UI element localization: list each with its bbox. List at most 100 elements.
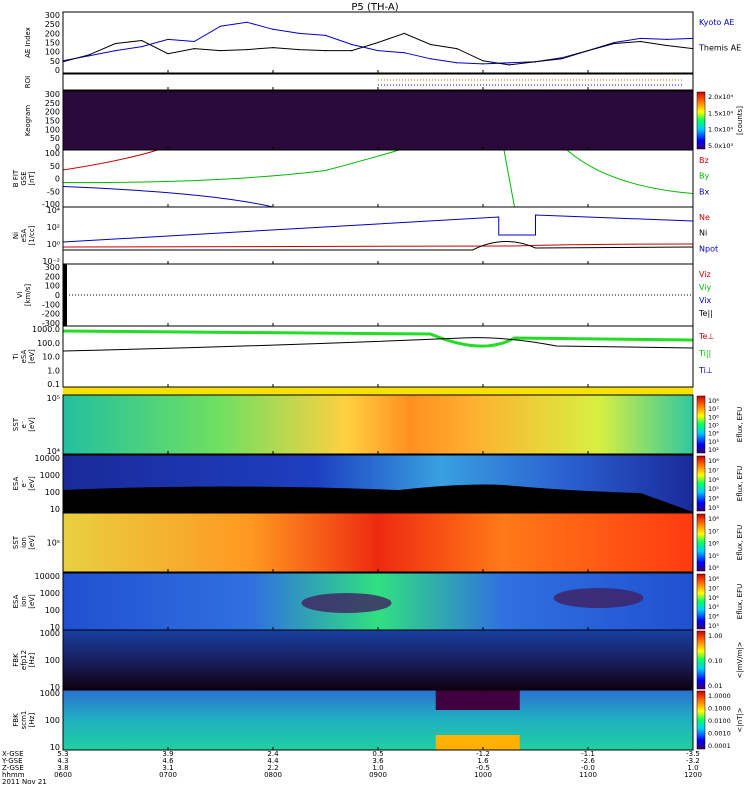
- panel-sst_e-cbtick: 10⁸: [708, 397, 719, 405]
- panel-velocity-ylabel: Vi: [16, 292, 24, 299]
- ae-point: [403, 52, 405, 54]
- xaxis-tick-value: 3.8: [57, 764, 68, 772]
- ae-point: [456, 48, 458, 50]
- ae-point: [403, 32, 405, 34]
- ae-point: [141, 39, 143, 42]
- panel-fbk_b-image: [63, 690, 693, 750]
- panel-density-ytick: 10²: [47, 223, 60, 232]
- panel-keogram-colorbar: [696, 91, 706, 150]
- panel-sst_e-cbtick: 10³: [708, 438, 719, 446]
- panel-fbk_e-image: [63, 630, 693, 690]
- panel-keogram-ytick: 250: [45, 99, 60, 108]
- panel-sst_e-colorbar: [696, 395, 706, 454]
- ae-point: [639, 40, 642, 43]
- panel-fbk_b-ytick: 10: [50, 743, 60, 752]
- fbk-b-dark: [435, 690, 520, 710]
- panel-fbk_e-cbtick: 0.01: [708, 682, 722, 690]
- panel-esa_i-cbtick: 10³: [708, 622, 719, 630]
- panel-velocity-ytick: 100: [45, 282, 60, 291]
- panel-temp-ytick: 0.1: [47, 380, 60, 389]
- panel-esa_i-ytick: 10: [50, 623, 60, 632]
- panel-bfield-legend: By: [699, 172, 709, 181]
- panel-esa_i-cbtick: 10⁶: [708, 594, 719, 602]
- ae-point: [456, 62, 458, 64]
- panel-ae-ytick: 50: [50, 57, 60, 66]
- ae-point: [272, 46, 274, 49]
- esa-i-blob-2: [553, 588, 644, 608]
- xaxis-tick-value: 5.3: [57, 750, 68, 758]
- ae-point: [167, 38, 169, 41]
- panel-esa_i-ytick: 1000: [40, 589, 60, 598]
- panel-fbk_e-cbtick: 0.10: [708, 657, 722, 665]
- ae-point: [246, 21, 248, 23]
- xaxis-tick-value: 1000: [474, 771, 492, 779]
- ae-point: [324, 50, 327, 52]
- ae-point: [561, 58, 563, 60]
- panel-velocity-legend: Viy: [699, 283, 712, 292]
- bx-trace: [62, 186, 274, 208]
- ae-point: [114, 50, 117, 52]
- te-trace: [62, 337, 694, 352]
- panel-fbk_b-cbtick: 0.1000: [708, 705, 731, 713]
- panel-density-ylabel: eSA: [20, 228, 28, 242]
- panel-density-frame: [62, 206, 694, 265]
- xaxis-tick-value: 4.3: [57, 757, 68, 765]
- panel-density-ytick: 10⁻²: [42, 257, 60, 266]
- panel-fbk_e-ytick: 100: [45, 656, 60, 665]
- panel-esa_e-cblabel: Eflux, EFU: [736, 466, 744, 501]
- panel-density-legend: Ni: [699, 229, 707, 238]
- panel-sst_i-image: [63, 513, 693, 572]
- panel-sst_e-cbtick: 10⁷: [708, 405, 719, 413]
- ti-trace: [62, 329, 694, 348]
- panel-temp-ytick: 1.0: [47, 366, 60, 375]
- ae-point: [298, 49, 300, 51]
- xaxis-tick-value: 3.1: [162, 764, 173, 772]
- panel-esa_i-ylabel: [eV]: [28, 594, 36, 609]
- npot-trace: [63, 240, 694, 251]
- xaxis-tick-value: 1.6: [477, 757, 489, 765]
- ae-point: [429, 58, 432, 60]
- panel-sst_i-cbtick: 10⁶: [708, 540, 719, 548]
- panel-temp-ytick: 1000.0: [32, 325, 60, 334]
- panel-sst_e-ytick: 10⁴: [47, 447, 60, 456]
- panel-ae-ytick: 150: [45, 39, 60, 48]
- panel-fbk_e-colorbar: [696, 630, 706, 690]
- panel-keogram-ytick: 50: [50, 134, 60, 143]
- panel-esa_i-cbtick: 10⁷: [708, 584, 719, 592]
- panel-sst_e-image: [63, 395, 693, 454]
- chart-title: P5 (TH-A): [351, 2, 398, 13]
- panel-bfield-legend: Bz: [699, 156, 709, 165]
- panel-keogram-ytick: 150: [45, 117, 60, 126]
- ae-point: [482, 63, 484, 65]
- ae-point: [587, 50, 589, 52]
- panel-fbk_b-cbtick: 0.0100: [708, 717, 731, 725]
- ae-point: [219, 50, 222, 52]
- ae-point: [324, 34, 327, 36]
- panel-velocity-ylabel: [km/s]: [24, 284, 32, 307]
- panel-keogram-ylabel: Keogram: [24, 105, 32, 136]
- ae-point: [639, 37, 642, 40]
- xaxis-tick-value: -3.5: [686, 750, 700, 758]
- ae-point: [482, 60, 484, 62]
- ae-point: [666, 38, 668, 41]
- sst-flag-band: [63, 387, 693, 395]
- ae-point: [351, 43, 353, 46]
- ae-point: [193, 40, 195, 43]
- panel-keogram-cbtick: 1.5x10⁴: [708, 109, 733, 117]
- xaxis-tick-value: 1.0: [372, 764, 383, 772]
- xaxis-tick-value: -1.2: [476, 750, 490, 758]
- panel-ae-ytick: 250: [45, 20, 60, 29]
- panel-esa_e-cbtick: 10⁸: [708, 457, 719, 465]
- ae-point: [246, 49, 248, 51]
- ne-trace: [62, 243, 694, 248]
- panel-bfield-ytick: 0: [55, 175, 60, 184]
- panel-density-legend: Ne: [699, 213, 710, 222]
- ae-point: [534, 61, 537, 63]
- xaxis-tick-value: -0.5: [476, 764, 490, 772]
- panel-sst_i-cbtick: 10⁴: [708, 564, 719, 572]
- panel-esa_e-cbtick: 10⁴: [708, 495, 719, 503]
- xaxis-tick-value: -3.2: [686, 757, 700, 765]
- xaxis-tick-value: 0800: [264, 771, 282, 779]
- ae-point: [167, 53, 169, 55]
